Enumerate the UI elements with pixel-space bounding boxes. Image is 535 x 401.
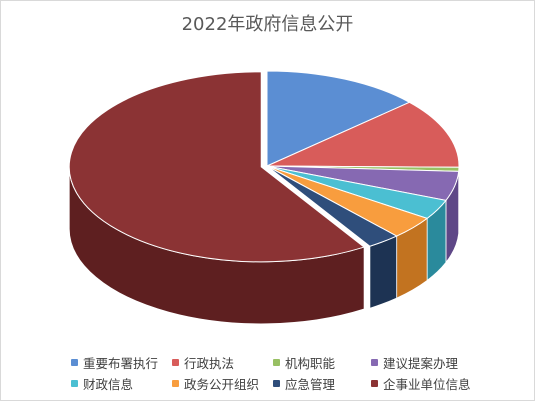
legend-swatch (172, 379, 179, 387)
legend-swatch (273, 379, 280, 387)
legend-label: 应急管理 (285, 376, 336, 392)
legend-swatch (71, 358, 78, 366)
slice-2[interactable] (266, 101, 460, 168)
legend-label: 重要布署执行 (83, 355, 159, 371)
legend-item: 企事业单位信息 (371, 374, 491, 392)
legend-label: 财政信息 (83, 376, 134, 392)
legend-swatch (371, 358, 378, 366)
legend-label: 建议提案办理 (383, 355, 459, 371)
legend-item: 应急管理 (273, 374, 371, 392)
chart-title: 2022年政府信息公开 (181, 14, 354, 35)
legend-swatch (71, 379, 78, 387)
legend-label: 政务公开组织 (184, 376, 260, 392)
slice-7[interactable] (266, 165, 398, 247)
legend-swatch (273, 358, 280, 366)
legend: 重要布署执行 行政执法 机构职能 建议提案办理财政信息 政务公开组织 应急管理 企事业单位信… (71, 353, 511, 392)
slice-1[interactable] (266, 70, 411, 167)
legend-swatch (172, 358, 179, 366)
legend-item: 建议提案办理 (371, 353, 491, 371)
legend-label: 企事业单位信息 (383, 376, 471, 392)
legend-label: 机构职能 (285, 355, 336, 371)
legend-item: 重要布署执行 (71, 353, 172, 371)
slice-side-7 (369, 235, 398, 309)
pie-chart (68, 70, 460, 325)
legend-item: 机构职能 (273, 353, 371, 371)
slice-8[interactable] (68, 71, 366, 263)
legend-label: 行政执法 (184, 355, 235, 371)
legend-item: 政务公开组织 (172, 374, 273, 392)
legend-item: 行政执法 (172, 353, 273, 371)
legend-item: 财政信息 (71, 374, 172, 392)
legend-swatch (371, 379, 378, 387)
